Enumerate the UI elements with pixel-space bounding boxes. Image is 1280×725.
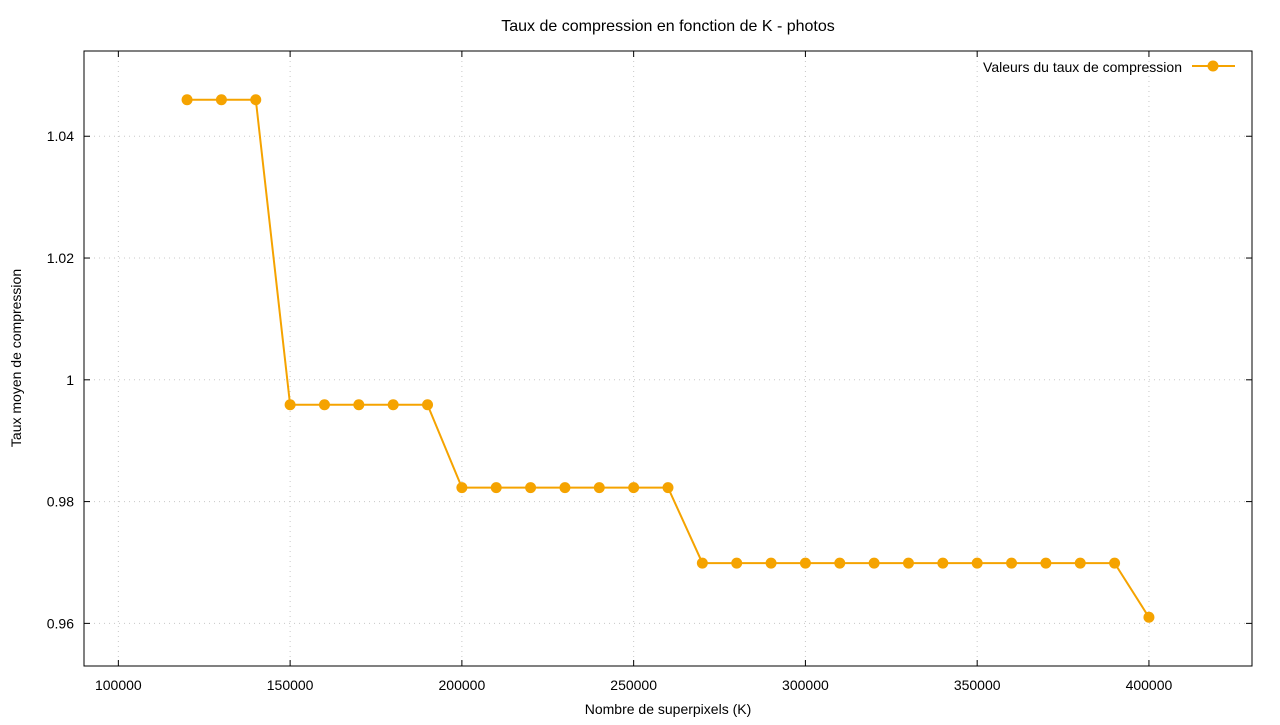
- series-layer: [181, 94, 1155, 623]
- data-point: [181, 94, 193, 106]
- tick-layer: 100000 150000 200000 250000 300000 350000 4000…: [47, 51, 1252, 693]
- data-point: [971, 557, 983, 569]
- data-point: [490, 482, 502, 494]
- data-point: [937, 557, 949, 569]
- y-tick-label: 0.98: [47, 494, 74, 510]
- data-point: [628, 482, 640, 494]
- data-point: [387, 399, 399, 411]
- data-point: [868, 557, 880, 569]
- y-axis-label: Taux moyen de compression: [8, 269, 24, 447]
- data-point: [1074, 557, 1086, 569]
- plot-frame: [83, 50, 1253, 667]
- chart-title: Taux de compression en fonction de K - p…: [501, 18, 835, 35]
- x-tick-label: 100000: [95, 677, 142, 693]
- data-point: [593, 482, 605, 494]
- data-point: [1143, 611, 1155, 623]
- x-tick-label: 400000: [1126, 677, 1173, 693]
- data-point: [1040, 557, 1052, 569]
- x-tick-label: 200000: [439, 677, 486, 693]
- data-point: [284, 399, 296, 411]
- data-point: [456, 482, 468, 494]
- x-tick-label: 300000: [782, 677, 829, 693]
- data-point: [422, 399, 434, 411]
- data-point: [731, 557, 743, 569]
- data-point: [902, 557, 914, 569]
- grid-layer: [84, 51, 1252, 666]
- y-tick-label: 1.02: [47, 250, 74, 266]
- x-tick-label: 250000: [610, 677, 657, 693]
- data-point: [799, 557, 811, 569]
- x-tick-label: 350000: [954, 677, 1001, 693]
- y-tick-label: 0.96: [47, 615, 74, 631]
- data-point: [1006, 557, 1018, 569]
- data-point: [662, 482, 674, 494]
- legend-entry-marker: [1207, 60, 1219, 72]
- data-point: [1109, 557, 1121, 569]
- x-axis-label: Nombre de superpixels (K): [585, 701, 752, 717]
- data-point: [696, 557, 708, 569]
- legend: Valeurs du taux de compression: [983, 59, 1235, 75]
- data-point: [215, 94, 227, 106]
- series-line: [187, 98, 1150, 618]
- data-point: [250, 94, 262, 106]
- data-point: [525, 482, 537, 494]
- data-point: [318, 399, 330, 411]
- legend-entry-label: Valeurs du taux de compression: [983, 59, 1182, 75]
- y-tick-label: 1: [66, 372, 74, 388]
- data-point: [834, 557, 846, 569]
- x-tick-label: 150000: [267, 677, 314, 693]
- y-tick-label: 1.04: [47, 128, 74, 144]
- data-point: [353, 399, 365, 411]
- data-point: [559, 482, 571, 494]
- data-point: [765, 557, 777, 569]
